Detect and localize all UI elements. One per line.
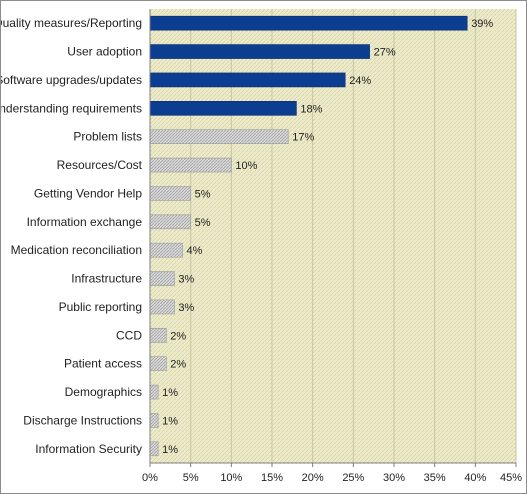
bar <box>149 242 183 258</box>
category-label: Public reporting <box>59 300 142 314</box>
category-label: Software upgrades/updates <box>1 73 142 87</box>
category-label: Information exchange <box>27 215 143 229</box>
category-label: Demographics <box>65 385 142 399</box>
data-label: 24% <box>349 75 371 87</box>
data-label: 1% <box>162 387 178 399</box>
x-tick-label: 40% <box>464 472 486 484</box>
bar <box>149 157 232 173</box>
bar <box>149 44 370 59</box>
x-tick-label: 45% <box>500 472 522 484</box>
bar <box>149 328 167 343</box>
x-tick-label: 0% <box>142 472 158 484</box>
data-label: 4% <box>187 245 203 257</box>
x-tick-label: 5% <box>183 472 199 484</box>
data-label: 1% <box>162 415 178 427</box>
bar <box>149 384 159 400</box>
bar <box>149 72 346 88</box>
bar <box>149 356 167 371</box>
data-label: 3% <box>178 302 194 314</box>
category-label: Problem lists <box>73 130 142 144</box>
bar <box>149 129 289 144</box>
category-label: Infrastructure <box>71 272 142 286</box>
x-tick-label: 10% <box>220 472 242 484</box>
bar <box>149 186 191 201</box>
data-label: 17% <box>292 132 314 144</box>
data-label: 5% <box>195 188 211 200</box>
category-label: Resources/Cost <box>57 158 143 172</box>
category-label: Medication reconciliation <box>11 243 142 257</box>
data-label: 2% <box>170 330 186 342</box>
category-labels: Quality measures/Reporting User adoption S… <box>1 16 143 456</box>
bar <box>149 441 159 457</box>
data-label: 10% <box>235 160 257 172</box>
category-label: Getting Vendor Help <box>34 186 142 200</box>
data-label: 1% <box>162 444 178 456</box>
category-label: Patient access <box>64 357 142 371</box>
data-label: 5% <box>195 217 211 229</box>
data-label: 2% <box>170 359 186 371</box>
x-axis: 0% 5% 10% 15% 20% 25% 30% 35% 40% 45% <box>142 9 522 484</box>
data-label: 18% <box>300 103 322 115</box>
bar <box>149 413 159 428</box>
category-label: Quality measures/Reporting <box>1 16 142 30</box>
x-tick-label: 25% <box>342 472 364 484</box>
bar <box>149 214 191 230</box>
x-tick-label: 20% <box>302 472 324 484</box>
x-tick-label: 15% <box>261 472 283 484</box>
data-labels: 39% 27% 24% 18% 17% 10% 5% 5% 4% 3% 3% 2% 2% 1% 1% 1% <box>162 18 493 456</box>
category-label: User adoption <box>67 45 142 59</box>
data-label: 27% <box>374 47 396 59</box>
data-label: 39% <box>471 18 493 30</box>
data-label: 3% <box>178 274 194 286</box>
bar <box>149 101 297 116</box>
bar <box>149 299 175 315</box>
category-label: Understanding requirements <box>1 101 142 115</box>
category-label: Discharge Instructions <box>23 413 142 427</box>
category-label: Information Security <box>35 442 142 456</box>
category-label: CCD <box>116 328 142 342</box>
x-tick-label: 30% <box>383 472 405 484</box>
bar <box>149 15 468 31</box>
bar <box>149 271 175 286</box>
x-tick-label: 35% <box>424 472 446 484</box>
